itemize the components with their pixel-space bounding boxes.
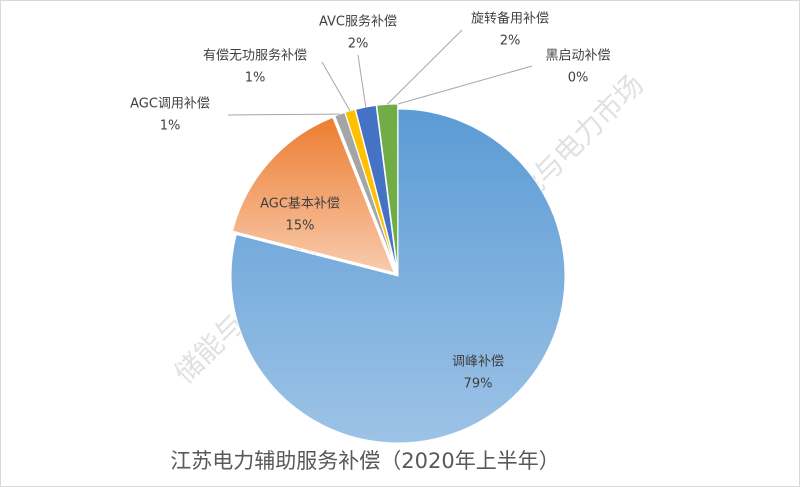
leader-line: [227, 113, 340, 116]
slice-label: 黑启动补偿: [545, 49, 610, 64]
leader-line: [386, 29, 463, 105]
leader-line: [357, 54, 367, 108]
leader-line: [397, 65, 533, 105]
value-label: 2%: [348, 37, 369, 52]
slice-label: 调峰补偿: [452, 355, 504, 370]
value-label: 0%: [568, 71, 589, 86]
pie-slice: [231, 116, 396, 274]
value-label: 79%: [464, 377, 493, 392]
value-label: 15%: [286, 219, 315, 234]
leader-line: [321, 61, 351, 112]
slice-label: AGC调用补偿: [130, 97, 210, 112]
slice-label: 旋转备用补偿: [471, 11, 549, 27]
pie-slice: [230, 108, 566, 444]
slice-label: AVC服务补偿: [319, 14, 397, 30]
value-label: 2%: [500, 34, 521, 49]
value-label: 1%: [160, 119, 181, 134]
slice-label: AGC基本补偿: [260, 197, 340, 212]
slice-label: 有偿无功服务补偿: [203, 48, 307, 64]
chart-title: 江苏电力辅助服务补偿（2020年上半年）: [170, 449, 559, 473]
value-label: 1%: [245, 71, 266, 86]
